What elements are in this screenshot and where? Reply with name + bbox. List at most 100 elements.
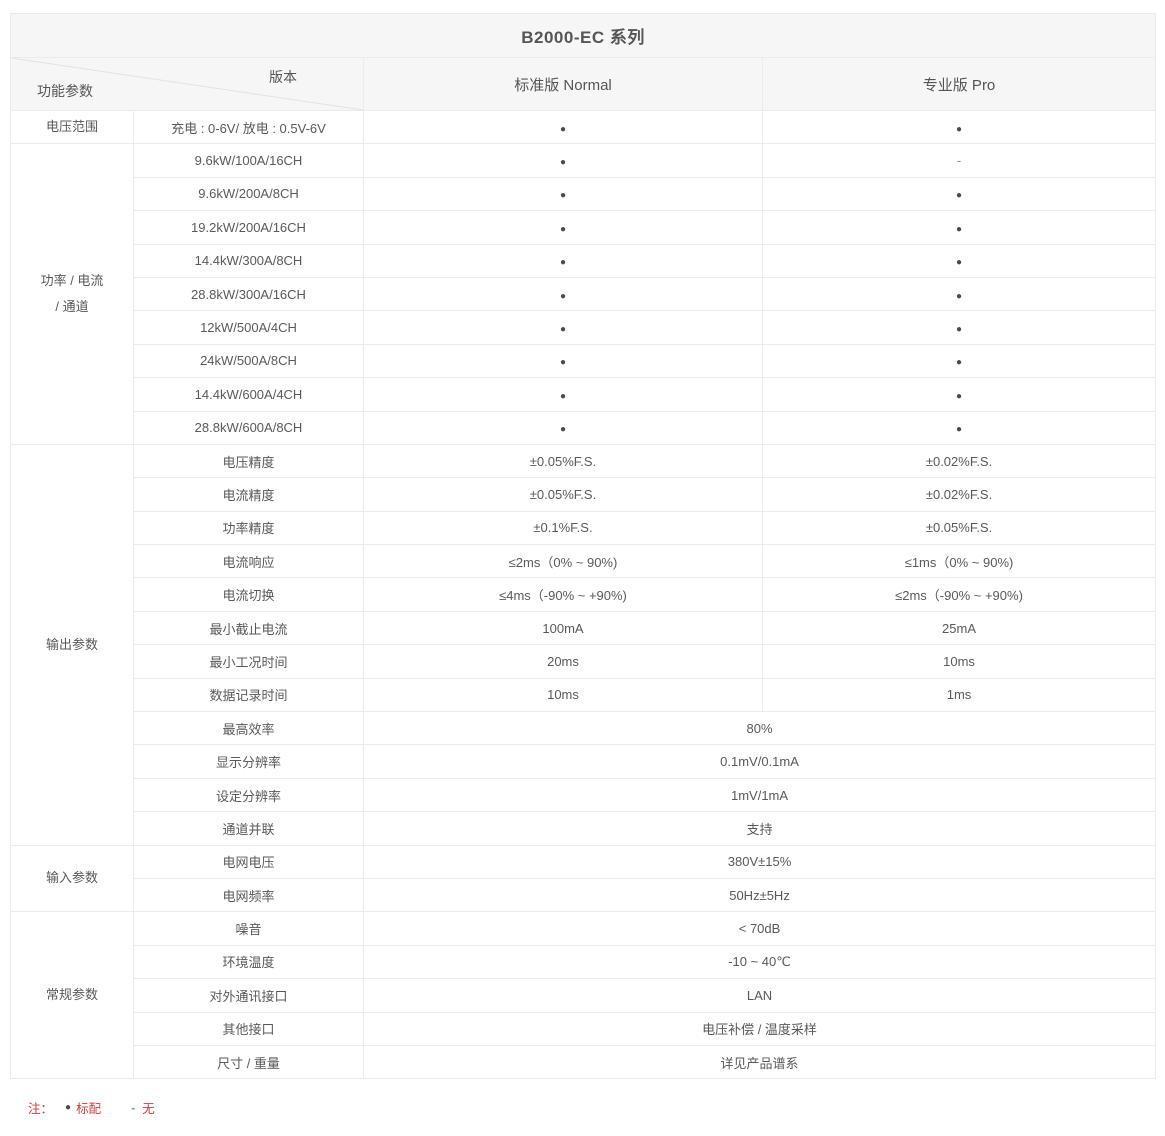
param-cell: 充电 : 0-6V/ 放电 : 0.5V-6V [133,109,364,145]
value-text: 380V±15% [727,854,792,870]
table-row: 14.4kW/300A/8CH ● ● [11,243,1157,278]
diagonal-line [11,58,363,110]
value-cell: ● [761,410,1157,445]
value-cell: ● [363,176,763,212]
bullet-icon: ● [956,190,963,202]
table-row: 电网频率 50Hz±5Hz [11,877,1157,913]
value-text: ≤1ms（0% ~ 90%) [904,554,1014,570]
bullet-icon: ● [559,123,567,135]
value-text: ±0.02%F.S. [925,486,993,502]
dash-icon: - [956,153,962,169]
bullet-icon: ● [559,157,567,169]
table-row: 最小工况时间 20ms 10ms [11,644,1157,679]
table-title: B2000-EC 系列 [9,13,1157,58]
table-row: 设定分辨率 1mV/1mA [11,777,1157,813]
value-cell: ● [761,109,1157,145]
param-cell: 28.8kW/600A/8CH [133,410,364,445]
value-cell: ±0.05%F.S. [363,443,763,479]
value-text: 10ms [547,687,579,703]
table-row: 9.6kW/200A/8CH ● ● [11,176,1157,212]
value-cell: 380V±15% [362,844,1157,879]
param-cell: 电流精度 [133,477,364,512]
value-text: 1ms [946,687,972,703]
value-text: 100mA [542,620,584,636]
value-text: LAN [746,987,773,1003]
param-cell: 电流切换 [133,577,364,612]
value-text: ±0.05%F.S. [925,520,993,536]
category-label: 输出参数 [45,636,98,652]
table-row: 电流响应 ≤2ms（0% ~ 90%) ≤1ms（0% ~ 90%) [11,544,1157,579]
value-cell: 0.1mV/0.1mA [362,744,1157,779]
table-row: 功率精度 ±0.1%F.S. ±0.05%F.S. [11,510,1157,546]
value-cell: ±0.05%F.S. [363,477,763,512]
param-cell: 24kW/500A/8CH [133,343,364,379]
value-text: ±0.02%F.S. [925,453,993,469]
value-text: < 70dB [738,921,781,937]
table-row: 28.8kW/600A/8CH ● ● [11,410,1157,445]
category-cell: 功率 / 电流 / 通道 [10,143,134,445]
value-cell: ● [363,109,763,145]
value-text: 10ms [943,653,975,669]
value-cell: 支持 [362,811,1157,846]
header-function-param-label: 功能参数 [37,83,93,99]
header-version-label: 版本 [269,69,297,85]
table-row: 数据记录时间 10ms 1ms [11,677,1157,713]
value-cell: ● [363,210,763,245]
param-cell: 最小工况时间 [133,644,364,679]
category-cell: 常规参数 [10,911,134,1080]
param-cell: 14.4kW/600A/4CH [133,377,364,412]
column-header-normal: 标准版 Normal [363,57,763,111]
value-cell: 10ms [363,677,763,713]
value-cell: 1ms [761,677,1157,713]
param-cell: 28.8kW/300A/16CH [133,276,364,312]
table-row: 12kW/500A/4CH ● ● [11,310,1157,345]
table-row: 28.8kW/300A/16CH ● ● [11,276,1157,312]
param-cell: 9.6kW/200A/8CH [133,176,364,212]
value-text: ±0.05%F.S. [529,453,597,469]
category-label: 功率 / 电流 [40,273,104,289]
table-row: 电压范围 充电 : 0-6V/ 放电 : 0.5V-6V ● ● [10,109,1157,145]
value-cell: ● [363,377,763,412]
param-cell: 尺寸 / 重量 [133,1044,364,1080]
dash-icon: - [131,1100,136,1115]
param-cell: 其他接口 [133,1011,364,1046]
value-cell: ±0.02%F.S. [761,443,1157,479]
value-cell: ● [761,343,1157,379]
bullet-icon: ● [65,1102,72,1114]
param-cell: 最小截止电流 [133,610,364,646]
value-cell: 80% [362,711,1157,746]
bullet-icon: ● [956,324,963,336]
value-cell: ≤4ms（-90% ~ +90%) [363,577,763,612]
param-cell: 12kW/500A/4CH [133,310,364,345]
table-row: 尺寸 / 重量 详见产品谱系 [11,1044,1157,1080]
footnote: 注： ● 标配 - 无 [28,1098,1155,1117]
param-cell: 14.4kW/300A/8CH [133,243,364,278]
value-cell: 1mV/1mA [362,777,1157,813]
value-text: 1mV/1mA [730,787,789,803]
table-row: 输出参数 电压精度 ±0.05%F.S. ±0.02%F.S. [10,443,1157,846]
value-text: ≤4ms（-90% ~ +90%) [499,588,627,604]
bullet-icon: ● [956,357,963,369]
table-row: 14.4kW/600A/4CH ● ● [11,377,1157,412]
table-row: 通道并联 支持 [11,811,1157,846]
value-text: 20ms [547,653,579,669]
column-header-pro: 专业版 Pro [761,57,1157,111]
value-cell: ● [363,310,763,345]
table-row: 环境温度 -10 ~ 40℃ [11,944,1157,980]
param-cell: 电压精度 [133,443,364,479]
value-text: ≤2ms（0% ~ 90%) [508,554,618,570]
value-cell: ● [761,377,1157,412]
value-cell: 电压补偿 / 温度采样 [362,1011,1157,1046]
param-cell: 设定分辨率 [133,777,364,813]
table-row: 电流切换 ≤4ms（-90% ~ +90%) ≤2ms（-90% ~ +90%) [11,577,1157,612]
bullet-icon: ● [956,290,963,302]
category-cell: 输入参数 [10,844,134,913]
table-row: 显示分辨率 0.1mV/0.1mA [11,744,1157,779]
bullet-icon: ● [956,424,963,436]
title-row: B2000-EC 系列 [9,13,1157,58]
value-text: 电压补偿 / 温度采样 [702,1022,817,1038]
value-cell: ±0.02%F.S. [761,477,1157,512]
category-cell: 输出参数 [10,443,134,846]
footnote-bullet-label: 标配 [76,1102,102,1117]
value-cell: ● [761,176,1157,212]
